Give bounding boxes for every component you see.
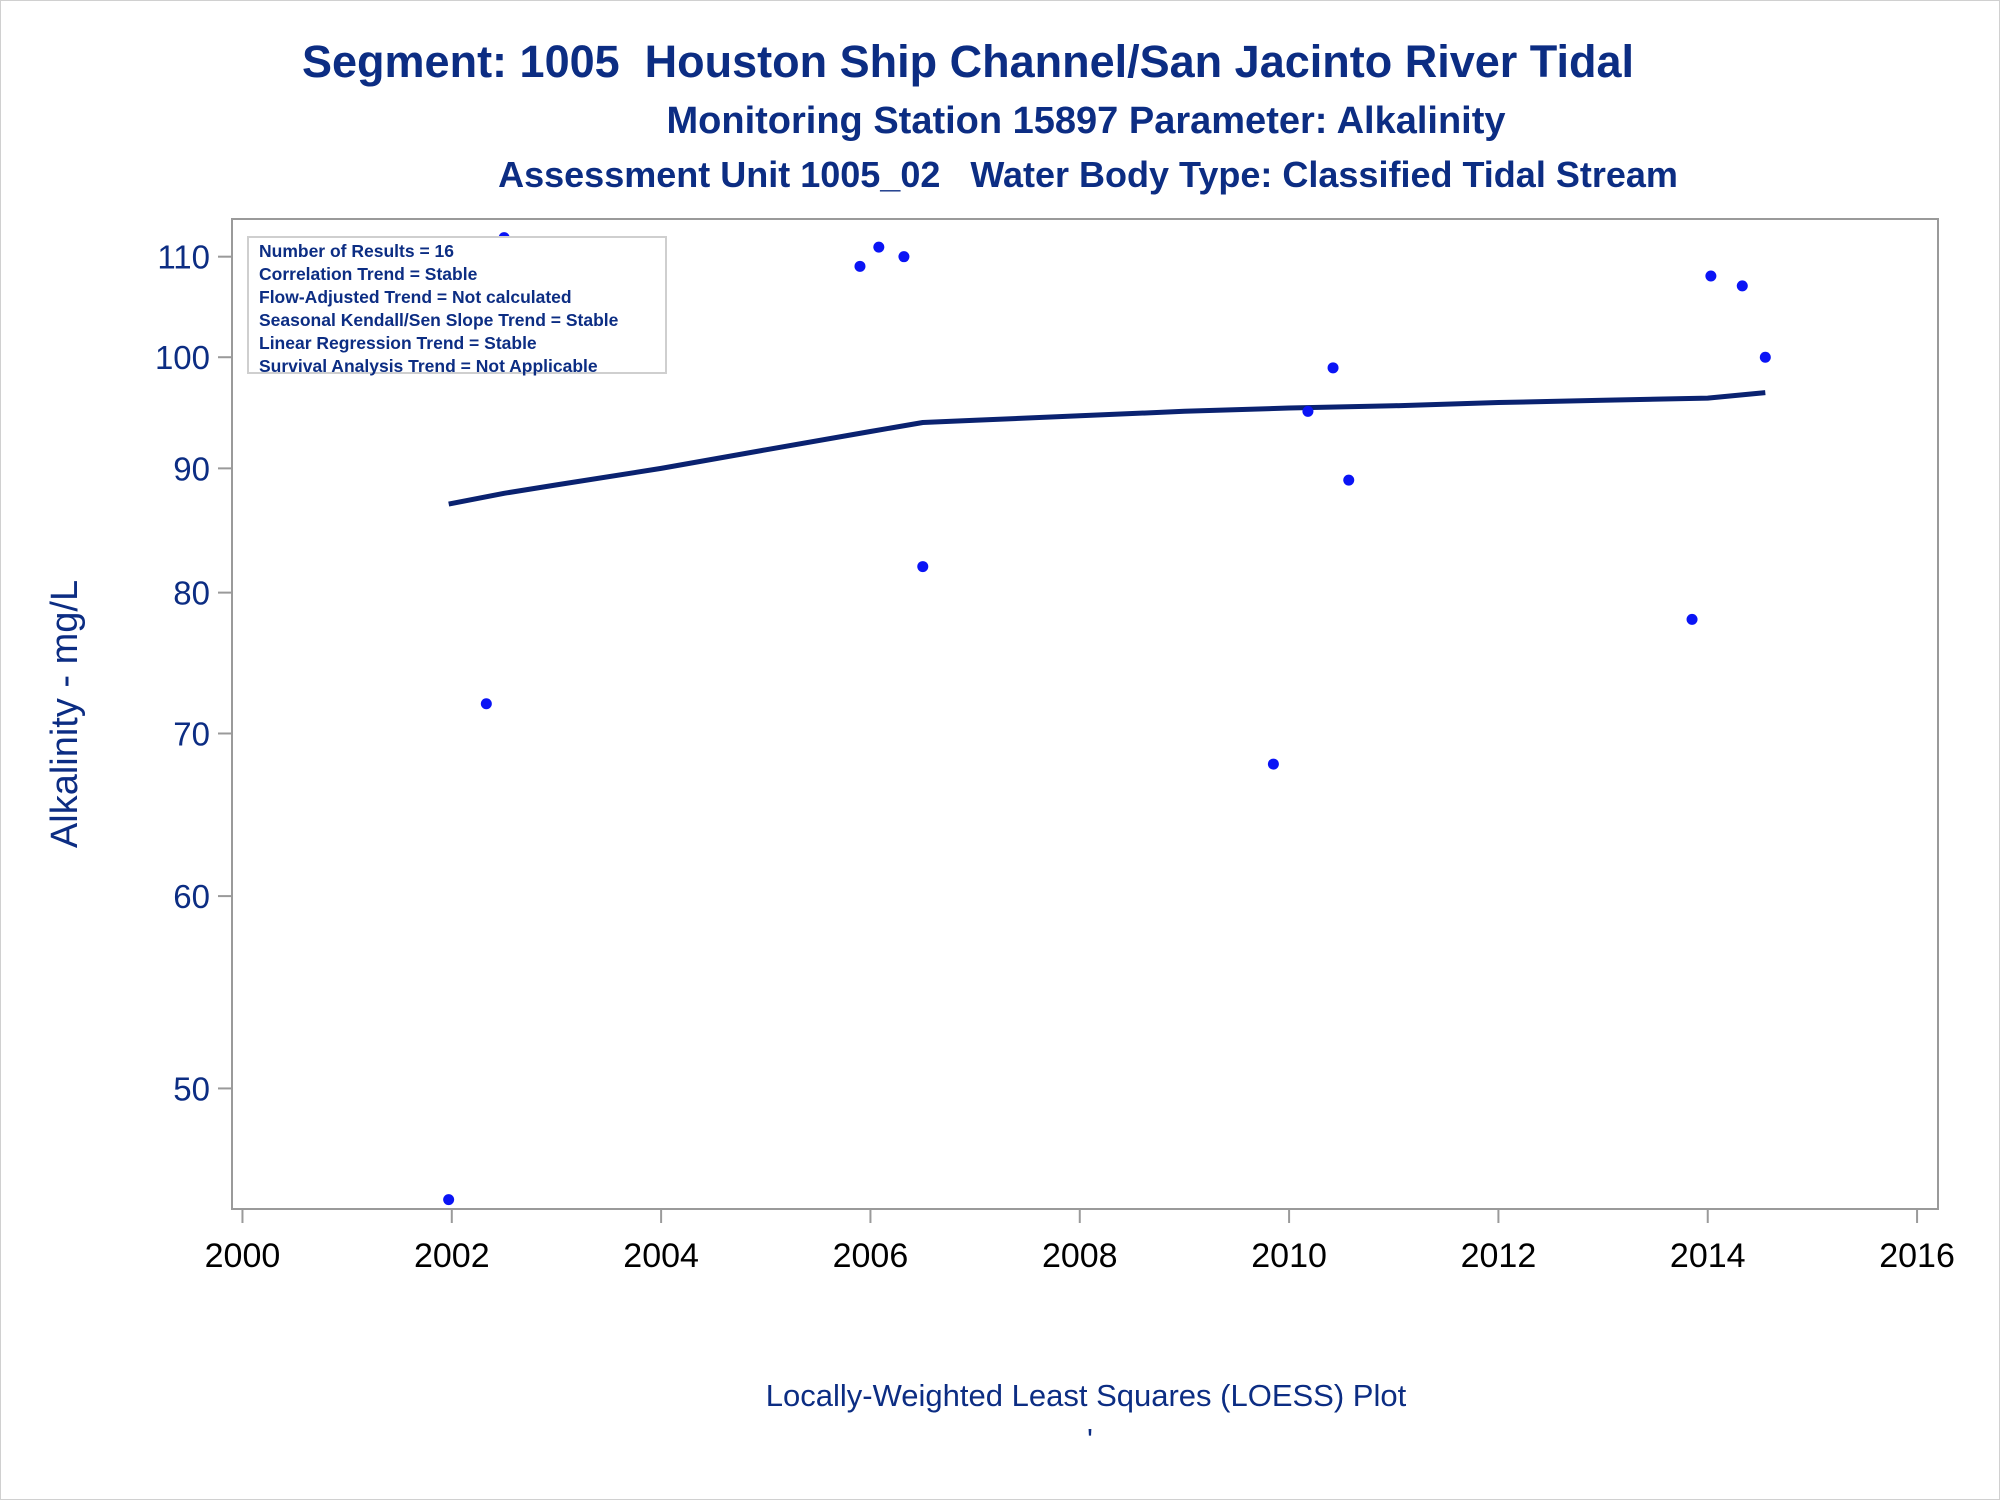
x-tick-label: 2000 <box>205 1237 281 1275</box>
plot-frame <box>231 218 1939 1210</box>
x-tick-label: 2006 <box>833 1237 909 1275</box>
data-point <box>480 698 492 710</box>
plot-caption: Locally-Weighted Least Squares (LOESS) P… <box>765 1378 1407 1413</box>
stats-line-results: Number of Results = 16 <box>259 241 454 261</box>
data-point <box>1302 405 1314 417</box>
x-tick-label: 2010 <box>1251 1237 1327 1275</box>
data-point <box>1267 758 1279 770</box>
y-tick-label: 70 <box>173 715 210 752</box>
y-tick-label: 80 <box>173 575 210 612</box>
x-tick-label: 2002 <box>414 1237 490 1275</box>
y-axis-label: Alkalinity - mg/L <box>44 580 86 848</box>
trend-stats-box: Number of Results = 16 Correlation Trend… <box>247 236 667 376</box>
y-tick-label: 60 <box>173 878 210 915</box>
footer-mark: ' <box>1087 1422 1093 1457</box>
data-point <box>443 1194 455 1206</box>
data-point <box>873 241 885 253</box>
data-point <box>1327 362 1339 374</box>
y-axis: 50 60 70 80 90 100 110 <box>155 239 232 1107</box>
data-point <box>1759 351 1771 363</box>
x-tick-label: 2012 <box>1461 1237 1537 1275</box>
x-tick-label: 2014 <box>1670 1237 1746 1275</box>
stats-line-correlation: Correlation Trend = Stable <box>259 264 478 284</box>
y-tick-label: 90 <box>173 450 210 487</box>
data-point <box>854 260 866 272</box>
y-tick-label: 100 <box>155 339 210 376</box>
y-tick-label: 50 <box>173 1070 210 1107</box>
data-point <box>1705 270 1717 282</box>
data-point <box>1686 613 1698 625</box>
x-tick-label: 2004 <box>623 1237 699 1275</box>
stats-line-survival-analysis: Survival Analysis Trend = Not Applicable <box>259 356 598 376</box>
data-point <box>898 251 910 263</box>
loess-line <box>448 390 1766 507</box>
x-tick-label: 2008 <box>1042 1237 1118 1275</box>
data-point <box>1343 474 1355 486</box>
x-tick-label: 2016 <box>1879 1237 1955 1275</box>
y-tick-label: 110 <box>157 239 210 276</box>
data-point <box>917 561 929 573</box>
data-points <box>443 232 1771 1206</box>
x-axis: 2000 2002 2004 2006 2008 2010 2012 2014 2016 <box>205 1209 1955 1275</box>
stats-line-flow-adjusted: Flow-Adjusted Trend = Not calculated <box>259 287 572 307</box>
data-point <box>1736 280 1748 292</box>
stats-line-linear-regression: Linear Regression Trend = Stable <box>259 333 537 353</box>
stats-line-seasonal-kendall: Seasonal Kendall/Sen Slope Trend = Stabl… <box>259 310 619 330</box>
